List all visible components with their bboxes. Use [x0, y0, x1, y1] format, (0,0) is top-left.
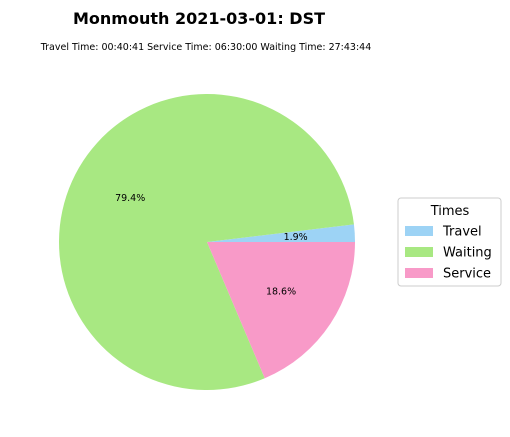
- chart-title: Monmouth 2021-03-01: DST: [73, 9, 325, 28]
- pct-label-waiting: 79.4%: [115, 193, 145, 204]
- chart-subtitle: Travel Time: 00:40:41 Service Time: 06:3…: [40, 42, 372, 53]
- legend-swatch-service: [405, 268, 433, 278]
- legend-swatch-travel: [405, 226, 433, 236]
- percent-labels: 1.9% 79.4% 18.6%: [115, 193, 308, 298]
- legend-label-waiting: Waiting: [443, 246, 492, 261]
- legend-entries: Travel Waiting Service: [405, 225, 492, 282]
- legend-title: Times: [430, 204, 470, 219]
- legend: Times Travel Waiting Service: [397, 197, 502, 287]
- pie-slice-travel: [207, 224, 355, 242]
- pie-slice-service: [207, 242, 355, 379]
- pie-slice-waiting: [59, 94, 354, 390]
- legend-label-service: Service: [443, 267, 491, 282]
- legend-box: [397, 197, 502, 287]
- legend-swatch-waiting: [405, 247, 433, 257]
- pct-label-service: 18.6%: [266, 287, 296, 298]
- legend-label-travel: Travel: [442, 225, 482, 240]
- pct-label-travel: 1.9%: [284, 232, 308, 243]
- pie-slices: [59, 94, 355, 390]
